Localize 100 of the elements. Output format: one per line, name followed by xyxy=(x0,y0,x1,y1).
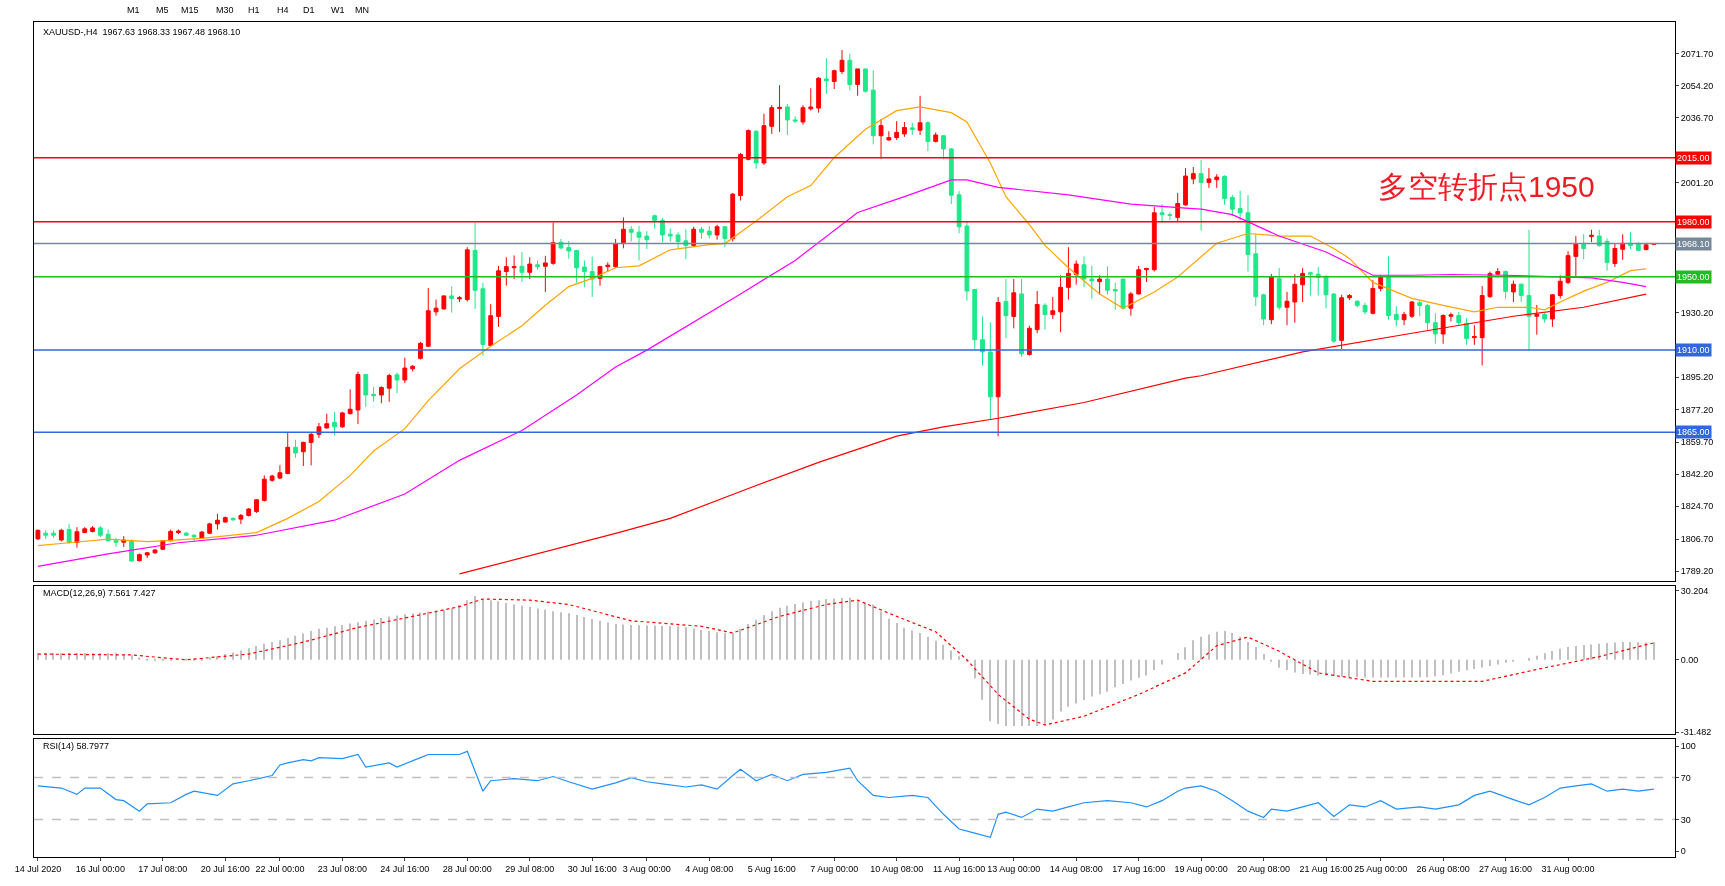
candlestick xyxy=(129,538,134,563)
bar xyxy=(357,622,359,660)
bar xyxy=(1091,659,1093,697)
candlestick xyxy=(285,431,291,475)
bar xyxy=(1122,659,1124,684)
candlestick xyxy=(1323,274,1329,309)
candlestick xyxy=(542,255,548,293)
bar xyxy=(302,633,304,660)
candlestick xyxy=(1105,265,1110,296)
bar xyxy=(1364,659,1366,678)
candlestick xyxy=(1190,166,1196,185)
bar xyxy=(162,658,164,661)
candlestick xyxy=(1495,267,1501,275)
bar xyxy=(919,632,921,660)
bar xyxy=(1434,659,1436,677)
bar xyxy=(232,652,234,660)
candlestick xyxy=(1026,325,1032,357)
bar xyxy=(1567,646,1569,660)
candlestick xyxy=(402,357,408,384)
bar xyxy=(864,602,866,660)
y-tick-label: 30.204 xyxy=(1680,585,1709,596)
candlestick xyxy=(1222,174,1227,206)
candlestick xyxy=(1315,266,1321,297)
ref-line-label: 1910.00 xyxy=(1677,345,1710,355)
candlestick xyxy=(1596,229,1602,248)
x-tick-label: 30 Jul 16:00 xyxy=(567,864,617,875)
candlestick xyxy=(199,530,205,540)
x-tick-label: 20 Aug 08:00 xyxy=(1237,864,1291,875)
candlestick xyxy=(706,225,712,240)
candlestick xyxy=(1042,302,1048,331)
candlestick xyxy=(800,104,806,126)
candlestick xyxy=(1534,304,1540,336)
bar xyxy=(443,610,445,660)
bar xyxy=(1411,659,1413,678)
candlestick xyxy=(933,131,939,143)
candlestick xyxy=(152,548,158,555)
bar xyxy=(732,632,734,660)
candlestick xyxy=(636,225,642,261)
bar xyxy=(1598,643,1600,660)
candlestick xyxy=(1417,299,1423,317)
candlestick xyxy=(1471,324,1477,346)
bar xyxy=(615,623,617,660)
candlestick xyxy=(1581,233,1587,260)
x-tick-label: 14 Aug 08:00 xyxy=(1049,864,1103,875)
candlestick xyxy=(339,411,345,429)
bar xyxy=(1317,659,1319,676)
candlestick xyxy=(644,230,650,250)
bar xyxy=(1372,659,1374,678)
ref-line-label: 1968.10 xyxy=(1677,239,1710,249)
bar xyxy=(318,628,320,660)
candlestick xyxy=(1409,300,1415,319)
candlestick xyxy=(1542,312,1548,324)
bar xyxy=(287,637,289,660)
x-tick-label: 10 Aug 08:00 xyxy=(870,864,924,875)
bar xyxy=(1528,657,1530,661)
candlestick xyxy=(1112,282,1118,311)
bar xyxy=(326,627,328,660)
candlestick xyxy=(488,303,494,347)
bar xyxy=(1208,634,1210,660)
bar xyxy=(1005,659,1007,727)
y-tick-label: 0.00 xyxy=(1680,654,1699,665)
candlestick xyxy=(82,526,88,534)
bar xyxy=(1192,640,1194,660)
candlestick xyxy=(519,251,525,283)
bar xyxy=(1177,652,1179,660)
candlestick xyxy=(1565,250,1571,285)
candlestick xyxy=(1214,173,1220,189)
ref-line-label: 1865.00 xyxy=(1677,427,1710,437)
bar xyxy=(154,658,156,661)
candlestick xyxy=(191,533,197,542)
bar xyxy=(349,623,351,660)
ref-line-label: 1950.00 xyxy=(1677,272,1710,282)
bar xyxy=(1231,632,1233,660)
bar xyxy=(240,650,242,660)
candlestick xyxy=(855,68,861,97)
candlestick xyxy=(1261,293,1266,326)
bar xyxy=(404,614,406,660)
bar xyxy=(52,652,55,660)
ref-line-label: 2015.00 xyxy=(1677,153,1710,163)
candlestick xyxy=(480,282,486,357)
bar xyxy=(1013,659,1015,727)
bar xyxy=(427,611,429,660)
x-tick-label: 4 Aug 08:00 xyxy=(685,864,734,875)
bar xyxy=(466,600,468,660)
bar xyxy=(1302,659,1304,675)
candlestick xyxy=(43,529,49,540)
bar xyxy=(1263,654,1265,660)
bar xyxy=(521,605,523,660)
y-tick-label: 100 xyxy=(1680,741,1696,752)
annotation: 多空转折点1950 xyxy=(1378,170,1595,203)
candlestick xyxy=(35,529,41,541)
candlestick xyxy=(1097,274,1103,296)
candlestick xyxy=(675,231,681,250)
y-tick-label: 1789.20 xyxy=(1680,566,1714,577)
x-tick-label: 20 Jul 16:00 xyxy=(200,864,250,875)
bar xyxy=(1419,659,1421,678)
candlestick xyxy=(1518,282,1524,303)
candlestick xyxy=(464,246,470,302)
text: W1 xyxy=(331,5,345,15)
candlestick xyxy=(1089,265,1095,299)
